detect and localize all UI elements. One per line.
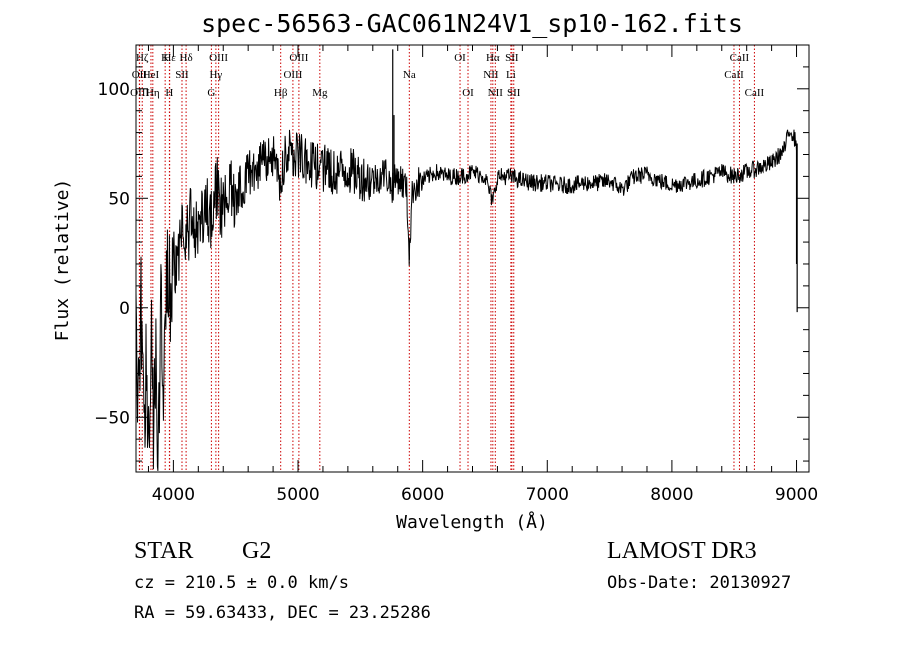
line-label: OI — [462, 87, 474, 99]
line-label: OI — [454, 52, 466, 64]
line-label: NII — [488, 87, 504, 99]
spectrum-line — [135, 129, 797, 471]
line-label: Hζ — [136, 52, 149, 64]
y-axis-ticks: −50 0 50 100 — [94, 44, 809, 462]
line-label: K — [161, 52, 169, 64]
line-label: OII — [132, 69, 148, 81]
x-tick-label: 8000 — [650, 485, 693, 505]
line-label: Hγ — [209, 69, 222, 81]
spectral-line-markers — [138, 45, 755, 472]
line-label: OIII — [209, 52, 228, 64]
object-subclass: G2 — [242, 538, 272, 564]
y-tick-label: 0 — [119, 299, 130, 319]
survey-label: LAMOST DR3 — [607, 538, 757, 564]
obs-date-line: Obs-Date: 20130927 — [607, 573, 792, 593]
line-label: OIII — [289, 52, 308, 64]
line-label: OIII — [283, 69, 302, 81]
line-label: Hα — [486, 52, 500, 64]
line-label: Li — [506, 69, 516, 81]
line-label: CaII — [730, 52, 750, 64]
y-axis-label: Flux (relative) — [52, 179, 73, 342]
line-label: HeI — [143, 69, 160, 81]
line-label: SII — [507, 87, 521, 99]
y-tick-label: 50 — [108, 189, 130, 209]
x-axis-label: Wavelength (Å) — [396, 511, 548, 533]
x-tick-label: 4000 — [152, 485, 195, 505]
line-label: Na — [403, 69, 416, 81]
x-tick-label: 5000 — [276, 485, 319, 505]
coordinates-line: RA = 59.63433, DEC = 23.25286 — [134, 603, 431, 623]
line-label: NII — [483, 69, 499, 81]
x-axis-ticks: 4000 5000 6000 7000 8000 9000 — [147, 45, 818, 505]
line-label: SII — [175, 69, 189, 81]
line-label: Hη — [146, 87, 160, 99]
line-label: Hβ — [274, 87, 288, 99]
line-label: Mg — [312, 87, 328, 99]
plot-frame — [135, 44, 810, 473]
line-label: Hε — [163, 52, 176, 64]
y-tick-label: −50 — [94, 408, 130, 428]
line-label: CaII — [745, 87, 765, 99]
chart-title: spec-56563-GAC061N24V1_sp10-162.fits — [201, 9, 743, 38]
object-class: STAR — [134, 538, 194, 564]
line-label: CaII — [724, 69, 744, 81]
spectrum-spikes — [392, 49, 798, 313]
line-label: G — [207, 87, 215, 99]
line-label: SII — [505, 52, 519, 64]
x-tick-label: 9000 — [775, 485, 818, 505]
line-label: H — [165, 87, 173, 99]
x-tick-label: 6000 — [401, 485, 444, 505]
line-label: OIII — [130, 87, 149, 99]
line-label: Hδ — [180, 52, 193, 64]
redshift-line: cz = 210.5 ± 0.0 km/s — [134, 573, 349, 593]
y-tick-label: 100 — [98, 80, 130, 100]
x-tick-label: 7000 — [526, 485, 569, 505]
